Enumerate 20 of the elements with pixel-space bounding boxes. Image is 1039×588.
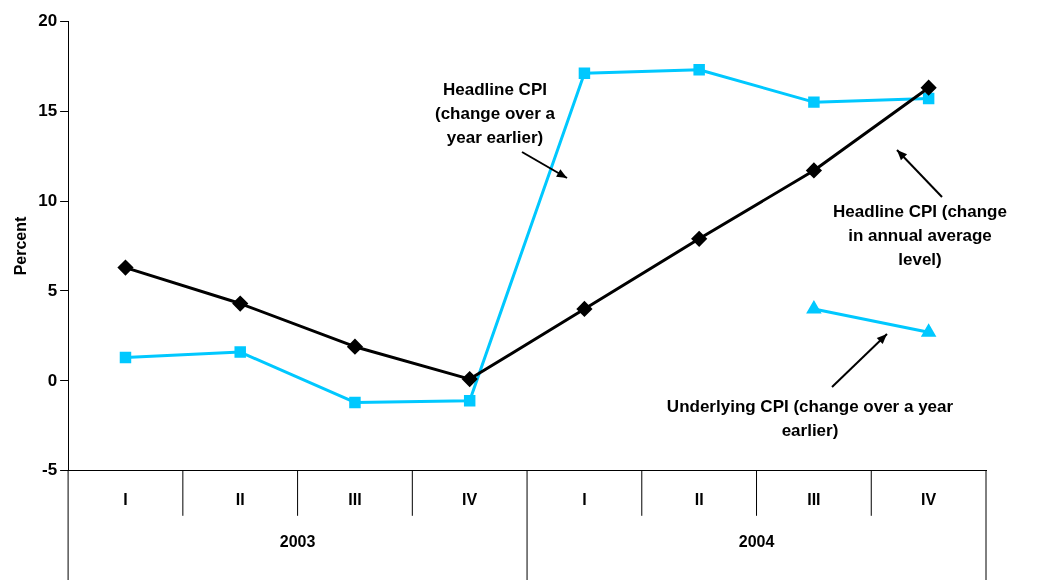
y-tick-label: 5 bbox=[47, 280, 58, 300]
x-tick-label: IV bbox=[462, 490, 478, 508]
x-tick-label: I bbox=[123, 490, 128, 508]
text: 2004 bbox=[738, 533, 775, 551]
y-tick-label: 10 bbox=[38, 190, 58, 210]
x-tick-label: II bbox=[235, 490, 245, 508]
x-tick-label: I bbox=[582, 490, 587, 508]
y-tick-label: 20 bbox=[38, 10, 58, 30]
y-tick-label: -5 bbox=[41, 460, 58, 480]
text: Underlying CPI (change over a year earlier) bbox=[665, 396, 955, 442]
text: 2003 bbox=[279, 533, 316, 551]
y-tick-label: 0 bbox=[47, 370, 58, 390]
x-tick-label: III bbox=[807, 490, 821, 508]
x-tick-label: II bbox=[694, 490, 704, 508]
series-label: Headline CPI (change over a year earlier) bbox=[434, 79, 556, 149]
series-label: Headline CPI (change in annual average level) bbox=[832, 201, 1008, 271]
x-tick-label: IV bbox=[921, 490, 937, 508]
x-tick-label: III bbox=[348, 490, 362, 508]
y-tick-label: 15 bbox=[38, 100, 58, 120]
y-axis-title: Percent bbox=[12, 215, 30, 276]
